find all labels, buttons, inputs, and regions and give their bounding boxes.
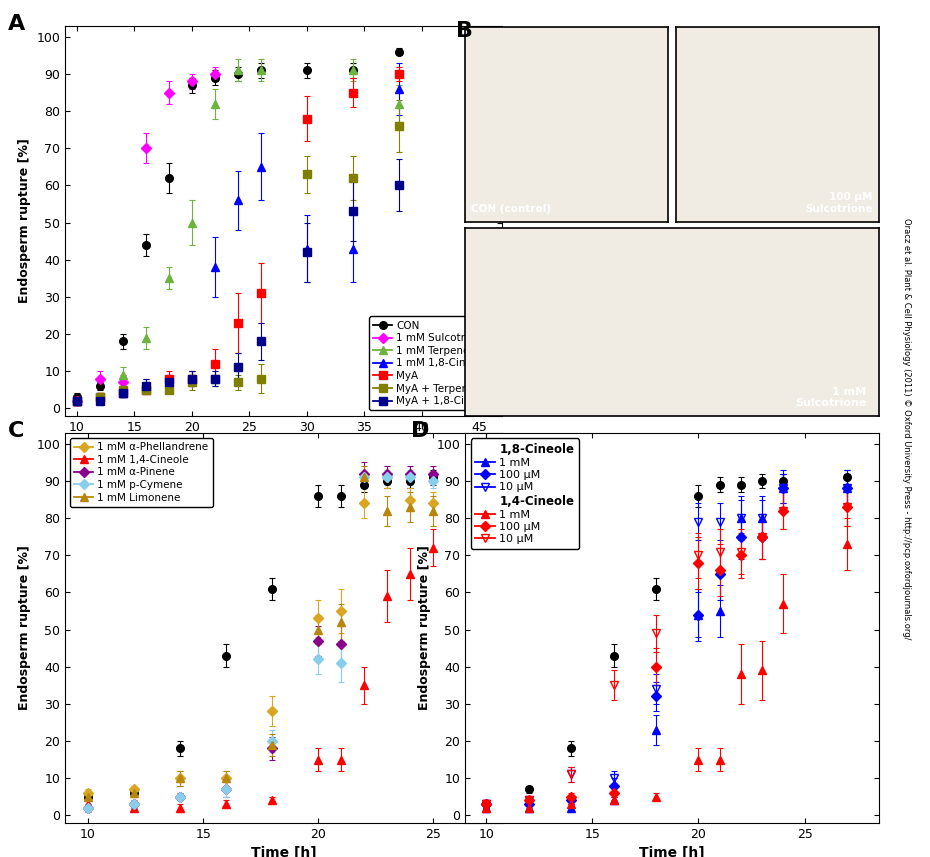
Text: 1 mM
Sulcotrione: 1 mM Sulcotrione	[795, 387, 867, 408]
Text: Oracz et al. Plant & Cell Physiology (2011) © Oxford University Press - http://p: Oracz et al. Plant & Cell Physiology (20…	[902, 218, 911, 639]
Text: B: B	[456, 21, 472, 41]
Text: A: A	[8, 14, 25, 34]
Legend: 1,8-Cineole, 1 mM, 100 μM, 10 μM, 1,4-Cineole, 1 mM, 100 μM, 10 μM: 1,8-Cineole, 1 mM, 100 μM, 10 μM, 1,4-Ci…	[471, 438, 578, 548]
X-axis label: Time [h]: Time [h]	[251, 846, 316, 857]
X-axis label: Time [h]: Time [h]	[251, 439, 316, 453]
Y-axis label: Endosperm rupture [%]: Endosperm rupture [%]	[18, 138, 31, 303]
Legend: 1 mM α-Phellandrene, 1 mM 1,4-Cineole, 1 mM α-Pinene, 1 mM p-Cymene, 1 mM Limone: 1 mM α-Phellandrene, 1 mM 1,4-Cineole, 1…	[71, 438, 213, 506]
Text: D: D	[411, 421, 430, 441]
X-axis label: Time [h]: Time [h]	[639, 846, 705, 857]
Text: C: C	[8, 421, 25, 441]
Text: 100 μM
Sulcotrione: 100 μM Sulcotrione	[805, 192, 872, 213]
Legend: CON, 1 mM Sulcotrione, 1 mM Terpenes, 1 mM 1,8-Cineole, MyA, MyA + Terpenes, MyA: CON, 1 mM Sulcotrione, 1 mM Terpenes, 1 …	[369, 316, 497, 411]
Y-axis label: Endosperm rupture [%]: Endosperm rupture [%]	[18, 545, 31, 710]
Y-axis label: Endosperm rupture [%]: Endosperm rupture [%]	[418, 545, 431, 710]
Text: CON (control): CON (control)	[472, 204, 551, 213]
